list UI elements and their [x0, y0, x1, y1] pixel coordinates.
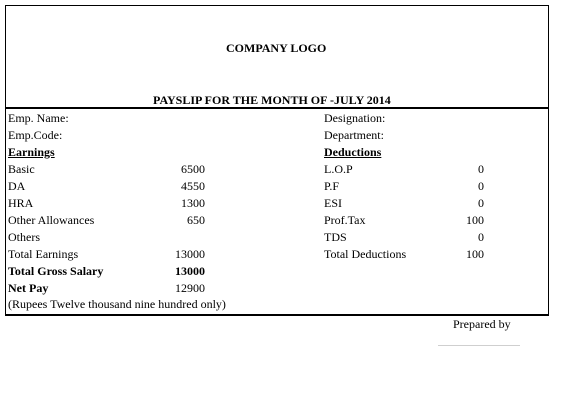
gross-salary-value: 13000 [175, 264, 205, 278]
payslip-title: PAYSLIP FOR THE MONTH OF -JULY 2014 [153, 93, 391, 107]
department-label: Department: [324, 128, 384, 142]
deduction-value: 0 [478, 196, 484, 210]
total-deductions-value: 100 [466, 247, 484, 261]
deduction-label: L.O.P [324, 162, 353, 176]
net-pay-value: 12900 [175, 281, 205, 295]
earning-label: Other Allowances [8, 213, 95, 227]
earning-value: 4550 [181, 179, 205, 193]
prepared-by-label: Prepared by [453, 317, 511, 331]
earning-label: Basic [8, 162, 35, 176]
net-pay-in-words: (Rupees Twelve thousand nine hundred onl… [8, 297, 226, 311]
earning-label: HRA [8, 196, 34, 210]
designation-label: Designation: [324, 111, 386, 125]
total-earnings-value: 13000 [175, 247, 205, 261]
earnings-heading: Earnings [8, 145, 55, 159]
deduction-value: 0 [478, 230, 484, 244]
emp-code-label: Emp.Code: [8, 128, 63, 142]
payslip-header [5, 5, 549, 108]
gross-salary-label: Total Gross Salary [8, 264, 104, 278]
deduction-value: 100 [466, 213, 484, 227]
deduction-label: TDS [324, 230, 347, 244]
signature-line [438, 345, 520, 346]
deduction-label: ESI [324, 196, 342, 210]
earning-label: Others [8, 230, 40, 244]
earning-value: 1300 [181, 196, 205, 210]
payslip-table [5, 107, 549, 316]
deduction-value: 0 [478, 179, 484, 193]
deduction-label: P.F [324, 179, 340, 193]
company-logo-text: COMPANY LOGO [226, 41, 327, 55]
net-pay-label: Net Pay [8, 281, 49, 295]
total-deductions-label: Total Deductions [324, 247, 407, 261]
deduction-label: Prof.Tax [324, 213, 366, 227]
earning-value: 650 [187, 213, 205, 227]
earning-value: 6500 [181, 162, 205, 176]
emp-name-label: Emp. Name: [8, 111, 69, 125]
total-earnings-label: Total Earnings [8, 247, 79, 261]
earning-label: DA [8, 179, 26, 193]
deduction-value: 0 [478, 162, 484, 176]
deductions-heading: Deductions [324, 145, 382, 159]
